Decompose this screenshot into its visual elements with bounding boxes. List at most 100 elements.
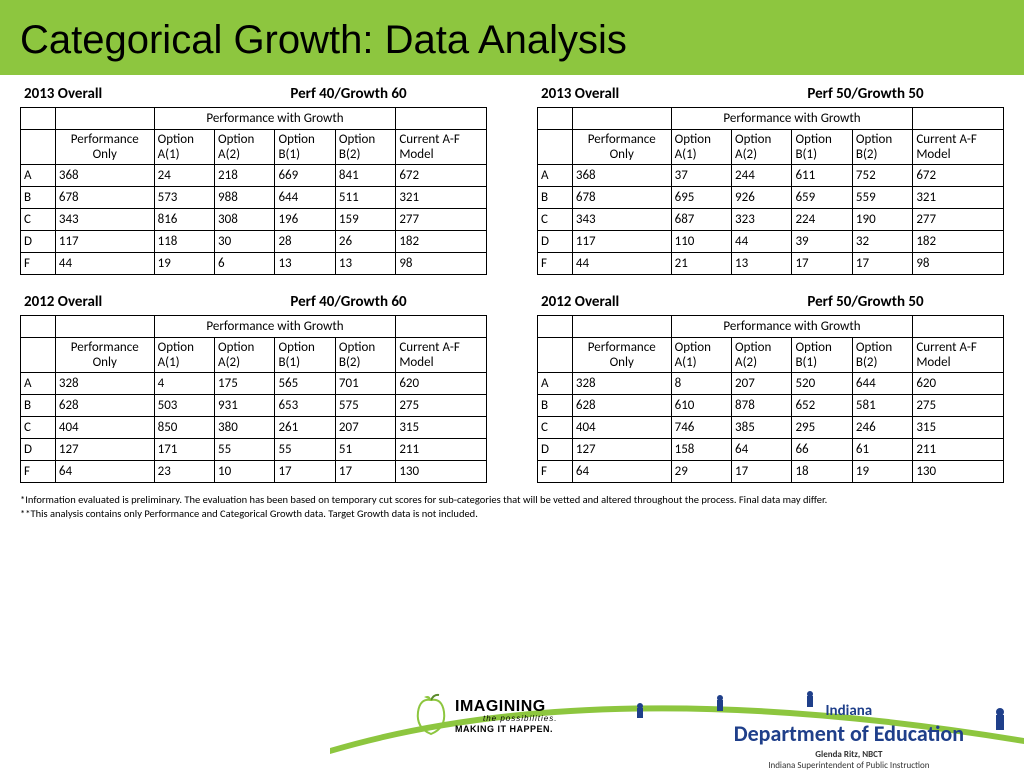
data-cell: 277: [396, 209, 487, 231]
data-cell: 644: [852, 373, 912, 395]
col-header: Option A(1): [154, 130, 214, 165]
data-cell: 343: [572, 209, 671, 231]
table-block: 2013 OverallPerf 50/Growth 50Performance…: [537, 85, 1004, 275]
data-cell: 37: [671, 165, 731, 187]
content-area: 2013 OverallPerf 40/Growth 60Performance…: [0, 75, 1024, 483]
table-mix: Perf 40/Growth 60: [174, 85, 483, 103]
data-cell: 368: [572, 165, 671, 187]
imagining-text-3: MAKING IT HAPPEN.: [455, 724, 557, 734]
data-cell: 44: [55, 253, 154, 275]
data-table: Performance with GrowthPerformance OnlyO…: [20, 107, 487, 275]
table-row: F6429171819130: [538, 461, 1004, 483]
data-cell: 39: [792, 231, 852, 253]
data-cell: 752: [852, 165, 912, 187]
data-cell: 23: [154, 461, 214, 483]
hdr-blank: [538, 316, 573, 338]
data-cell: 308: [215, 209, 275, 231]
table-mix: Perf 50/Growth 50: [691, 85, 1000, 103]
data-cell: 24: [154, 165, 214, 187]
data-cell: 850: [154, 417, 214, 439]
data-cell: 17: [852, 253, 912, 275]
data-cell: 13: [732, 253, 792, 275]
data-cell: 503: [154, 395, 214, 417]
col-header: Performance Only: [55, 130, 154, 165]
footnote-2: **This analysis contains only Performanc…: [20, 507, 1004, 521]
title-bar: Categorical Growth: Data Analysis: [0, 0, 1024, 75]
data-cell: 29: [671, 461, 731, 483]
tables-grid: 2013 OverallPerf 40/Growth 60Performance…: [20, 85, 1004, 483]
grade-cell: F: [21, 461, 56, 483]
grade-cell: C: [538, 209, 573, 231]
col-header: Option A(1): [671, 338, 731, 373]
col-header: Option A(2): [732, 130, 792, 165]
hdr-blank: [913, 108, 1004, 130]
table-year: 2012 Overall: [541, 293, 691, 311]
hdr-blank: [21, 130, 56, 165]
data-cell: 66: [792, 439, 852, 461]
data-cell: 565: [275, 373, 335, 395]
data-cell: 44: [732, 231, 792, 253]
data-cell: 61: [852, 439, 912, 461]
data-cell: 190: [852, 209, 912, 231]
table-row: C343687323224190277: [538, 209, 1004, 231]
apple-icon: [410, 692, 452, 738]
data-cell: 669: [275, 165, 335, 187]
data-cell: 672: [913, 165, 1004, 187]
table-row: F442113171798: [538, 253, 1004, 275]
data-table: Performance with GrowthPerformance OnlyO…: [537, 107, 1004, 275]
data-cell: 520: [792, 373, 852, 395]
data-cell: 211: [913, 439, 1004, 461]
data-cell: 17: [335, 461, 395, 483]
hdr-pwg: Performance with Growth: [671, 108, 913, 130]
grade-cell: D: [538, 439, 573, 461]
table-heading: 2012 OverallPerf 50/Growth 50: [537, 293, 1004, 315]
data-cell: 246: [852, 417, 912, 439]
table-mix: Perf 40/Growth 60: [174, 293, 483, 311]
footer: IMAGINING the possibilities. MAKING IT H…: [0, 688, 1024, 768]
grade-cell: C: [21, 417, 56, 439]
table-row: D117110443932182: [538, 231, 1004, 253]
grade-cell: A: [21, 373, 56, 395]
data-cell: 581: [852, 395, 912, 417]
data-cell: 746: [671, 417, 731, 439]
data-cell: 28: [275, 231, 335, 253]
data-cell: 559: [852, 187, 912, 209]
dept-line1: Indiana: [734, 702, 964, 720]
data-cell: 218: [215, 165, 275, 187]
col-header: Option A(2): [215, 338, 275, 373]
data-cell: 130: [396, 461, 487, 483]
data-cell: 653: [275, 395, 335, 417]
data-cell: 404: [55, 417, 154, 439]
hdr-blank: [538, 130, 573, 165]
data-cell: 644: [275, 187, 335, 209]
hdr-blank: [538, 338, 573, 373]
data-cell: 127: [55, 439, 154, 461]
data-cell: 244: [732, 165, 792, 187]
data-cell: 18: [792, 461, 852, 483]
data-cell: 385: [732, 417, 792, 439]
data-cell: 695: [671, 187, 731, 209]
col-header: Performance Only: [572, 338, 671, 373]
grade-cell: F: [538, 253, 573, 275]
col-header: Option A(1): [154, 338, 214, 373]
dept-block: Indiana Department of Education Glenda R…: [734, 702, 964, 771]
table-row: B678573988644511321: [21, 187, 487, 209]
hdr-blank: [21, 316, 56, 338]
table-block: 2012 OverallPerf 50/Growth 50 Performance…: [537, 293, 1004, 483]
data-cell: 196: [275, 209, 335, 231]
hdr-blank: [55, 316, 154, 338]
hdr-pwg: Performance with Growth: [154, 108, 396, 130]
data-cell: 51: [335, 439, 395, 461]
table-row: D127158646661211: [538, 439, 1004, 461]
data-cell: 4: [154, 373, 214, 395]
grade-cell: B: [21, 395, 56, 417]
data-cell: 98: [396, 253, 487, 275]
grade-cell: C: [21, 209, 56, 231]
data-cell: 687: [671, 209, 731, 231]
data-cell: 659: [792, 187, 852, 209]
data-cell: 21: [671, 253, 731, 275]
table-mix: Perf 50/Growth 50: [691, 293, 1000, 311]
hdr-blank: [913, 316, 1004, 338]
data-cell: 277: [913, 209, 1004, 231]
grade-cell: C: [538, 417, 573, 439]
